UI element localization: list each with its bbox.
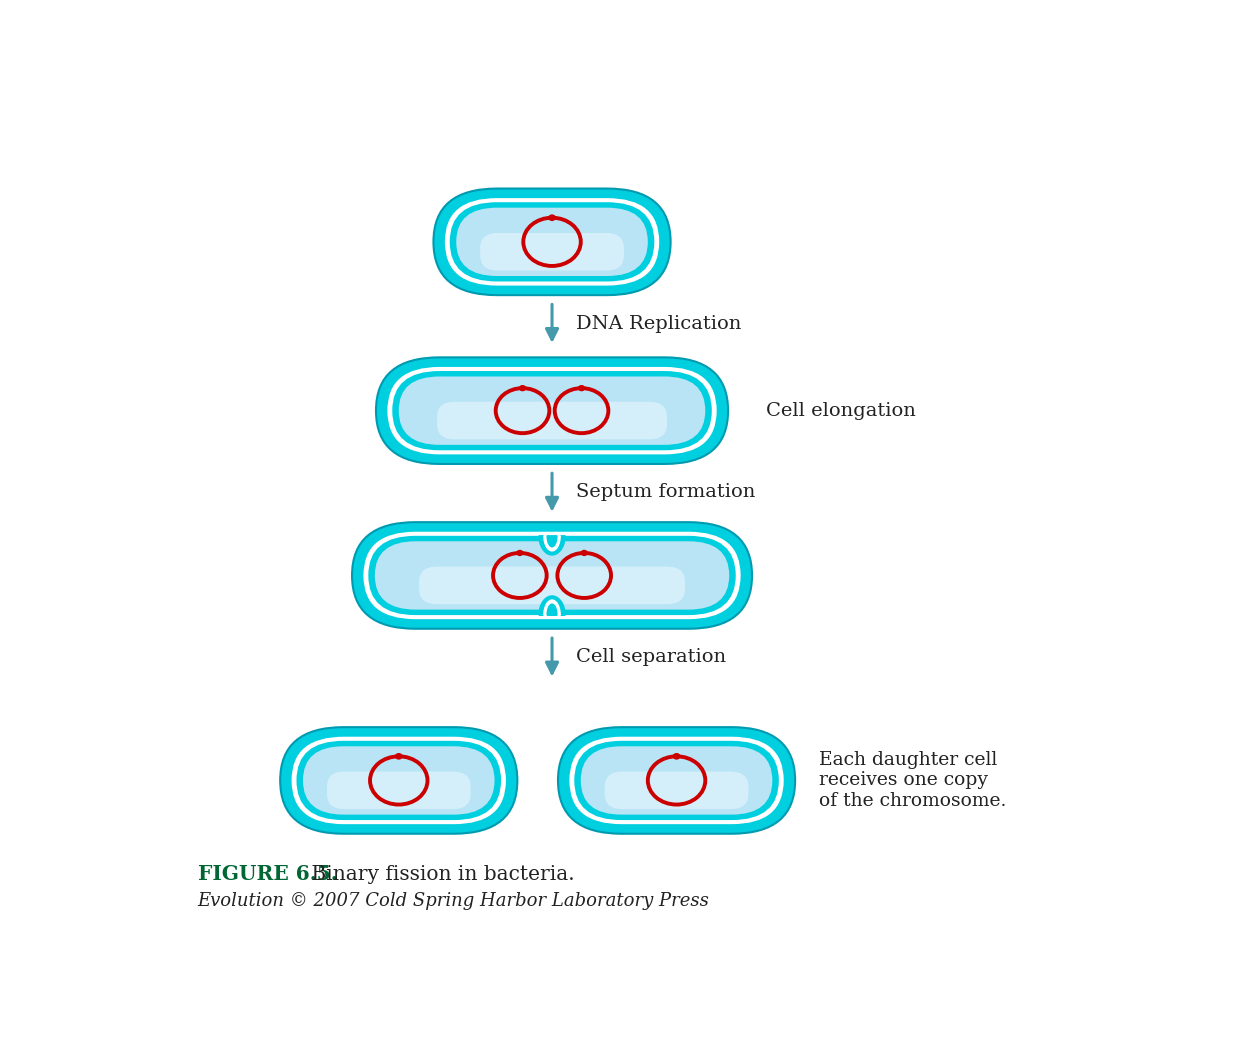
FancyBboxPatch shape [434, 189, 671, 295]
FancyBboxPatch shape [456, 208, 648, 276]
FancyBboxPatch shape [387, 366, 717, 454]
Polygon shape [548, 536, 557, 547]
FancyBboxPatch shape [604, 772, 749, 809]
Circle shape [396, 754, 402, 759]
FancyBboxPatch shape [281, 727, 518, 834]
FancyBboxPatch shape [399, 377, 706, 445]
Text: FIGURE 6.5.: FIGURE 6.5. [198, 864, 337, 884]
FancyBboxPatch shape [581, 746, 772, 814]
Circle shape [578, 385, 585, 390]
Text: Cell separation: Cell separation [576, 648, 726, 666]
FancyBboxPatch shape [570, 737, 784, 824]
Circle shape [674, 754, 680, 759]
FancyBboxPatch shape [352, 522, 751, 628]
FancyBboxPatch shape [376, 357, 728, 464]
FancyBboxPatch shape [438, 402, 667, 440]
Polygon shape [539, 596, 565, 615]
FancyBboxPatch shape [392, 371, 712, 450]
FancyBboxPatch shape [557, 727, 795, 834]
Text: DNA Replication: DNA Replication [576, 314, 742, 333]
FancyBboxPatch shape [480, 233, 624, 270]
FancyBboxPatch shape [375, 541, 729, 610]
FancyBboxPatch shape [303, 746, 494, 814]
Polygon shape [548, 604, 557, 615]
FancyBboxPatch shape [419, 567, 685, 604]
Circle shape [549, 215, 555, 220]
Text: Evolution © 2007 Cold Spring Harbor Laboratory Press: Evolution © 2007 Cold Spring Harbor Labo… [198, 892, 709, 910]
Circle shape [517, 550, 523, 555]
FancyBboxPatch shape [368, 536, 735, 615]
Circle shape [519, 385, 525, 390]
FancyBboxPatch shape [326, 772, 471, 809]
Circle shape [581, 550, 587, 555]
FancyBboxPatch shape [363, 531, 740, 619]
Text: Cell elongation: Cell elongation [766, 402, 916, 420]
FancyBboxPatch shape [445, 198, 659, 286]
FancyBboxPatch shape [450, 203, 654, 282]
FancyBboxPatch shape [292, 737, 506, 824]
Polygon shape [539, 536, 565, 555]
Text: Each daughter cell
receives one copy
of the chromosome.: Each daughter cell receives one copy of … [819, 751, 1006, 810]
Text: Septum formation: Septum formation [576, 483, 755, 501]
Text: Binary fission in bacteria.: Binary fission in bacteria. [305, 865, 575, 884]
FancyBboxPatch shape [575, 741, 779, 821]
Polygon shape [544, 600, 560, 615]
FancyBboxPatch shape [297, 741, 501, 821]
Polygon shape [544, 536, 560, 551]
